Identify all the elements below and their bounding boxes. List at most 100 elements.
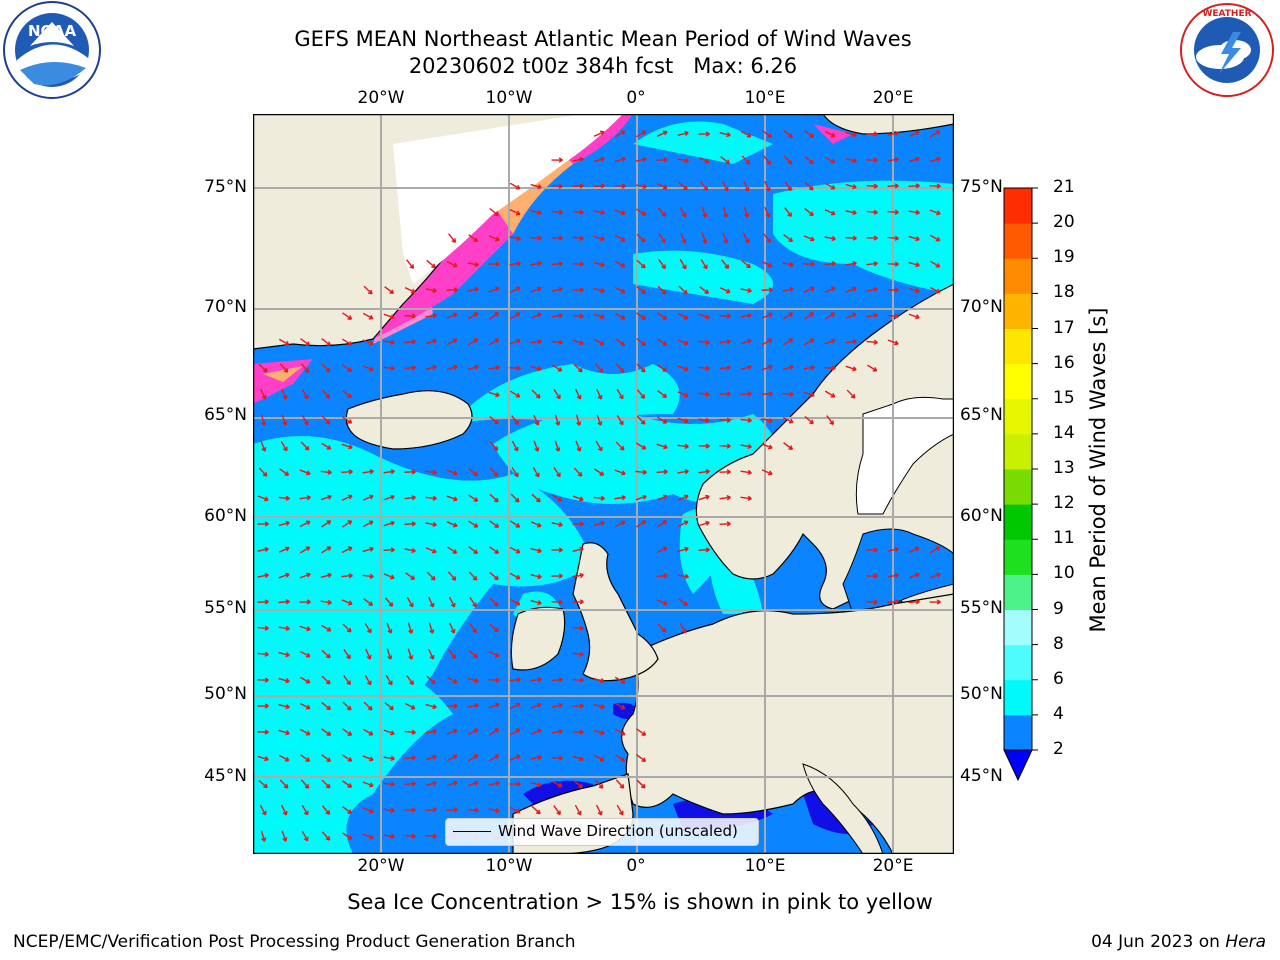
wind-wave-arrow — [887, 287, 899, 293]
nws-logo: WEATHER — [1180, 3, 1274, 97]
wind-wave-arrow — [489, 546, 500, 554]
wind-wave-arrow — [279, 468, 290, 476]
wind-wave-arrow — [761, 469, 773, 476]
graticule — [253, 114, 954, 854]
wind-wave-arrow — [509, 209, 521, 216]
wind-wave-arrow — [551, 573, 563, 579]
wind-wave-arrow — [509, 286, 521, 294]
wind-wave-arrow — [740, 338, 752, 345]
wind-wave-arrow — [257, 599, 269, 605]
wind-wave-arrow — [782, 312, 794, 320]
colorbar-tick-label: 15 — [1053, 387, 1075, 408]
lon-tick-bottom-10e: 10°E — [744, 856, 786, 876]
wind-wave-arrow — [530, 235, 542, 241]
wind-wave-arrow — [740, 495, 752, 501]
wind-wave-arrow — [908, 235, 920, 242]
wind-wave-arrow — [362, 728, 374, 736]
wind-wave-arrow — [636, 754, 647, 762]
wind-wave-arrow — [425, 469, 437, 475]
wind-wave-arrow — [404, 339, 416, 345]
colorbar-tick-label: 12 — [1053, 493, 1075, 514]
wind-wave-arrow — [657, 520, 668, 528]
wind-wave-arrow — [866, 209, 878, 215]
wind-wave-arrow — [593, 183, 605, 189]
wind-wave-arrow — [635, 130, 647, 138]
wind-wave-arrow — [763, 155, 772, 165]
wind-wave-arrow — [866, 183, 878, 189]
wind-wave-arrow — [824, 130, 836, 138]
wind-wave-arrow — [551, 209, 563, 215]
colorbar-segment — [1004, 504, 1032, 540]
wind-wave-arrow — [384, 286, 395, 295]
wind-wave-arrow — [278, 520, 290, 527]
wind-wave-arrow — [280, 804, 288, 816]
wind-wave-arrow — [677, 157, 689, 164]
lat-tick-right-75n: 75°N — [960, 177, 1003, 197]
wind-wave-arrow — [615, 441, 625, 451]
wind-wave-arrow — [320, 599, 332, 605]
wind-wave-arrow — [594, 363, 604, 373]
wind-wave-arrow — [278, 625, 290, 631]
wind-wave-arrow — [887, 183, 899, 189]
wind-wave-arrow — [679, 258, 687, 270]
wind-wave-arrow — [866, 573, 878, 579]
wind-wave-arrow — [446, 754, 458, 762]
wind-wave-arrow — [551, 521, 563, 528]
wind-wave-arrow — [698, 365, 710, 371]
wind-wave-arrow — [636, 233, 646, 243]
wind-wave-arrow — [468, 649, 478, 659]
lon-tick-bottom-10w: 10°W — [485, 856, 533, 876]
wind-wave-arrow — [404, 365, 416, 371]
wind-wave-arrow — [257, 495, 269, 502]
wind-wave-arrow — [572, 156, 584, 163]
wind-wave-arrow — [719, 365, 731, 371]
wind-wave-arrow — [467, 261, 479, 268]
wind-wave-arrow — [572, 729, 584, 735]
wind-wave-arrow — [321, 831, 331, 841]
wind-wave-arrow — [509, 390, 521, 398]
wind-wave-arrow — [467, 677, 479, 684]
wind-wave-arrow — [656, 599, 668, 606]
wind-wave-arrow — [446, 364, 458, 371]
wind-wave-arrow — [846, 389, 856, 399]
wind-wave-arrow — [614, 676, 626, 684]
wind-wave-arrow — [281, 830, 288, 842]
wind-wave-arrow — [404, 521, 416, 527]
wind-wave-arrow — [467, 807, 479, 813]
wind-wave-arrow — [299, 599, 311, 605]
wind-wave-arrow — [677, 494, 689, 501]
wind-wave-arrow — [383, 339, 395, 345]
wind-wave-arrow — [299, 572, 311, 579]
wind-wave-arrow — [593, 261, 605, 268]
wind-wave-arrow — [593, 209, 605, 216]
colorbar-segment — [1004, 433, 1032, 470]
lon-tick-bottom-0: 0° — [626, 856, 646, 876]
colorbar-segment — [1004, 363, 1032, 400]
wind-wave-arrow — [467, 520, 479, 528]
wind-wave-arrow — [362, 573, 374, 579]
wind-wave-arrow — [656, 573, 668, 579]
wind-wave-arrow — [572, 521, 584, 527]
wind-wave-arrow — [614, 260, 626, 268]
wind-wave-arrow — [321, 805, 331, 815]
wind-wave-arrow — [530, 183, 542, 190]
colorbar-tick-label: 17 — [1053, 317, 1075, 338]
wind-wave-arrow — [677, 443, 689, 449]
wind-wave-arrow — [533, 440, 540, 452]
wind-wave-arrow — [320, 494, 332, 501]
wind-wave-arrow — [573, 363, 583, 373]
wind-wave-arrow — [740, 417, 752, 423]
wind-wave-arrow — [299, 546, 311, 554]
colorbar-segment — [1004, 679, 1032, 716]
lat-tick-left-60n: 60°N — [204, 506, 247, 526]
wind-wave-arrow — [636, 338, 647, 347]
wind-wave-arrow — [449, 622, 456, 634]
wind-wave-arrow — [343, 649, 351, 660]
wind-wave-arrow — [258, 363, 268, 373]
colorbar-segment — [1004, 293, 1032, 329]
wind-wave-arrow — [342, 806, 353, 815]
wind-wave-arrow — [614, 130, 626, 138]
wind-wave-arrow — [761, 417, 773, 424]
wind-wave-arrow — [824, 209, 836, 216]
wind-wave-arrow — [509, 546, 521, 554]
